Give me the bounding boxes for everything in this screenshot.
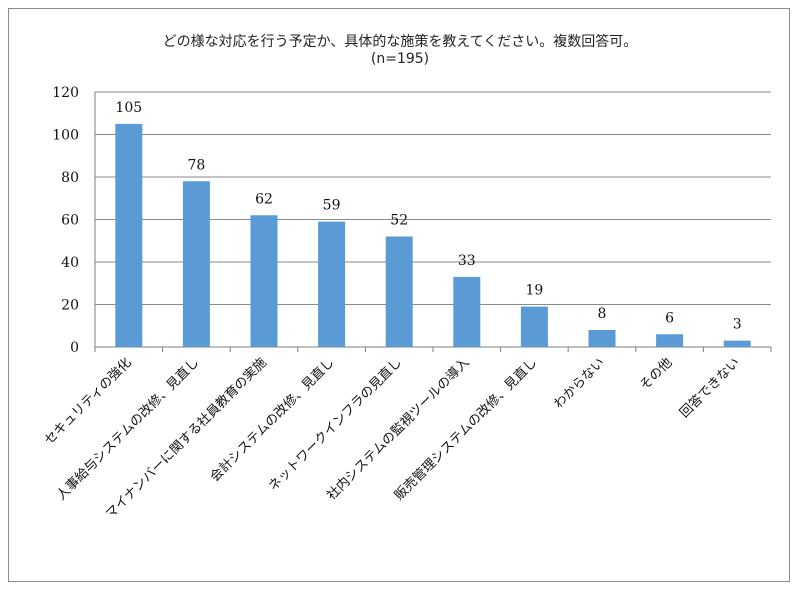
category-label: 販売管理システムの改修、見直し — [391, 355, 540, 504]
y-tick-label: 40 — [61, 255, 79, 271]
data-label: 19 — [525, 283, 543, 299]
bar — [318, 221, 346, 347]
data-label: 8 — [598, 306, 607, 322]
category-label: ネットワークインフラの見直し — [266, 355, 405, 494]
y-tick-label: 120 — [52, 85, 79, 101]
bar — [182, 181, 210, 347]
category-label: 人事給与システムの改修、見直し — [54, 355, 202, 503]
category-label: 回答できない — [677, 355, 743, 421]
y-tick-label: 20 — [61, 298, 79, 314]
bar — [723, 340, 751, 347]
data-label: 59 — [323, 198, 341, 214]
chart-subtitle: (n=195) — [370, 51, 430, 67]
data-label: 52 — [390, 213, 408, 229]
data-label: 3 — [733, 317, 742, 333]
bar — [115, 123, 143, 347]
data-label: 105 — [115, 100, 142, 116]
bar — [656, 334, 684, 347]
data-label: 78 — [187, 157, 205, 173]
category-label: その他 — [637, 355, 675, 393]
bar — [588, 330, 616, 347]
data-label: 33 — [458, 253, 476, 269]
y-tick-label: 100 — [52, 128, 79, 144]
category-label: 社内システムの監視ツールの導入 — [324, 355, 473, 504]
bar — [520, 306, 548, 347]
category-label: 会計システムの改修、見直し — [207, 355, 338, 486]
bar — [250, 215, 278, 347]
y-tick-label: 60 — [61, 213, 79, 229]
category-label: わからない — [551, 355, 608, 412]
y-tick-label: 80 — [61, 170, 79, 186]
y-tick-label: 0 — [70, 340, 79, 356]
chart-title: どの様な対応を行う予定か、具体的な施策を教えてください。複数回答可。 — [162, 34, 638, 50]
bar — [385, 236, 413, 347]
bar — [453, 276, 481, 347]
data-label: 6 — [665, 310, 674, 326]
data-label: 62 — [255, 191, 273, 207]
